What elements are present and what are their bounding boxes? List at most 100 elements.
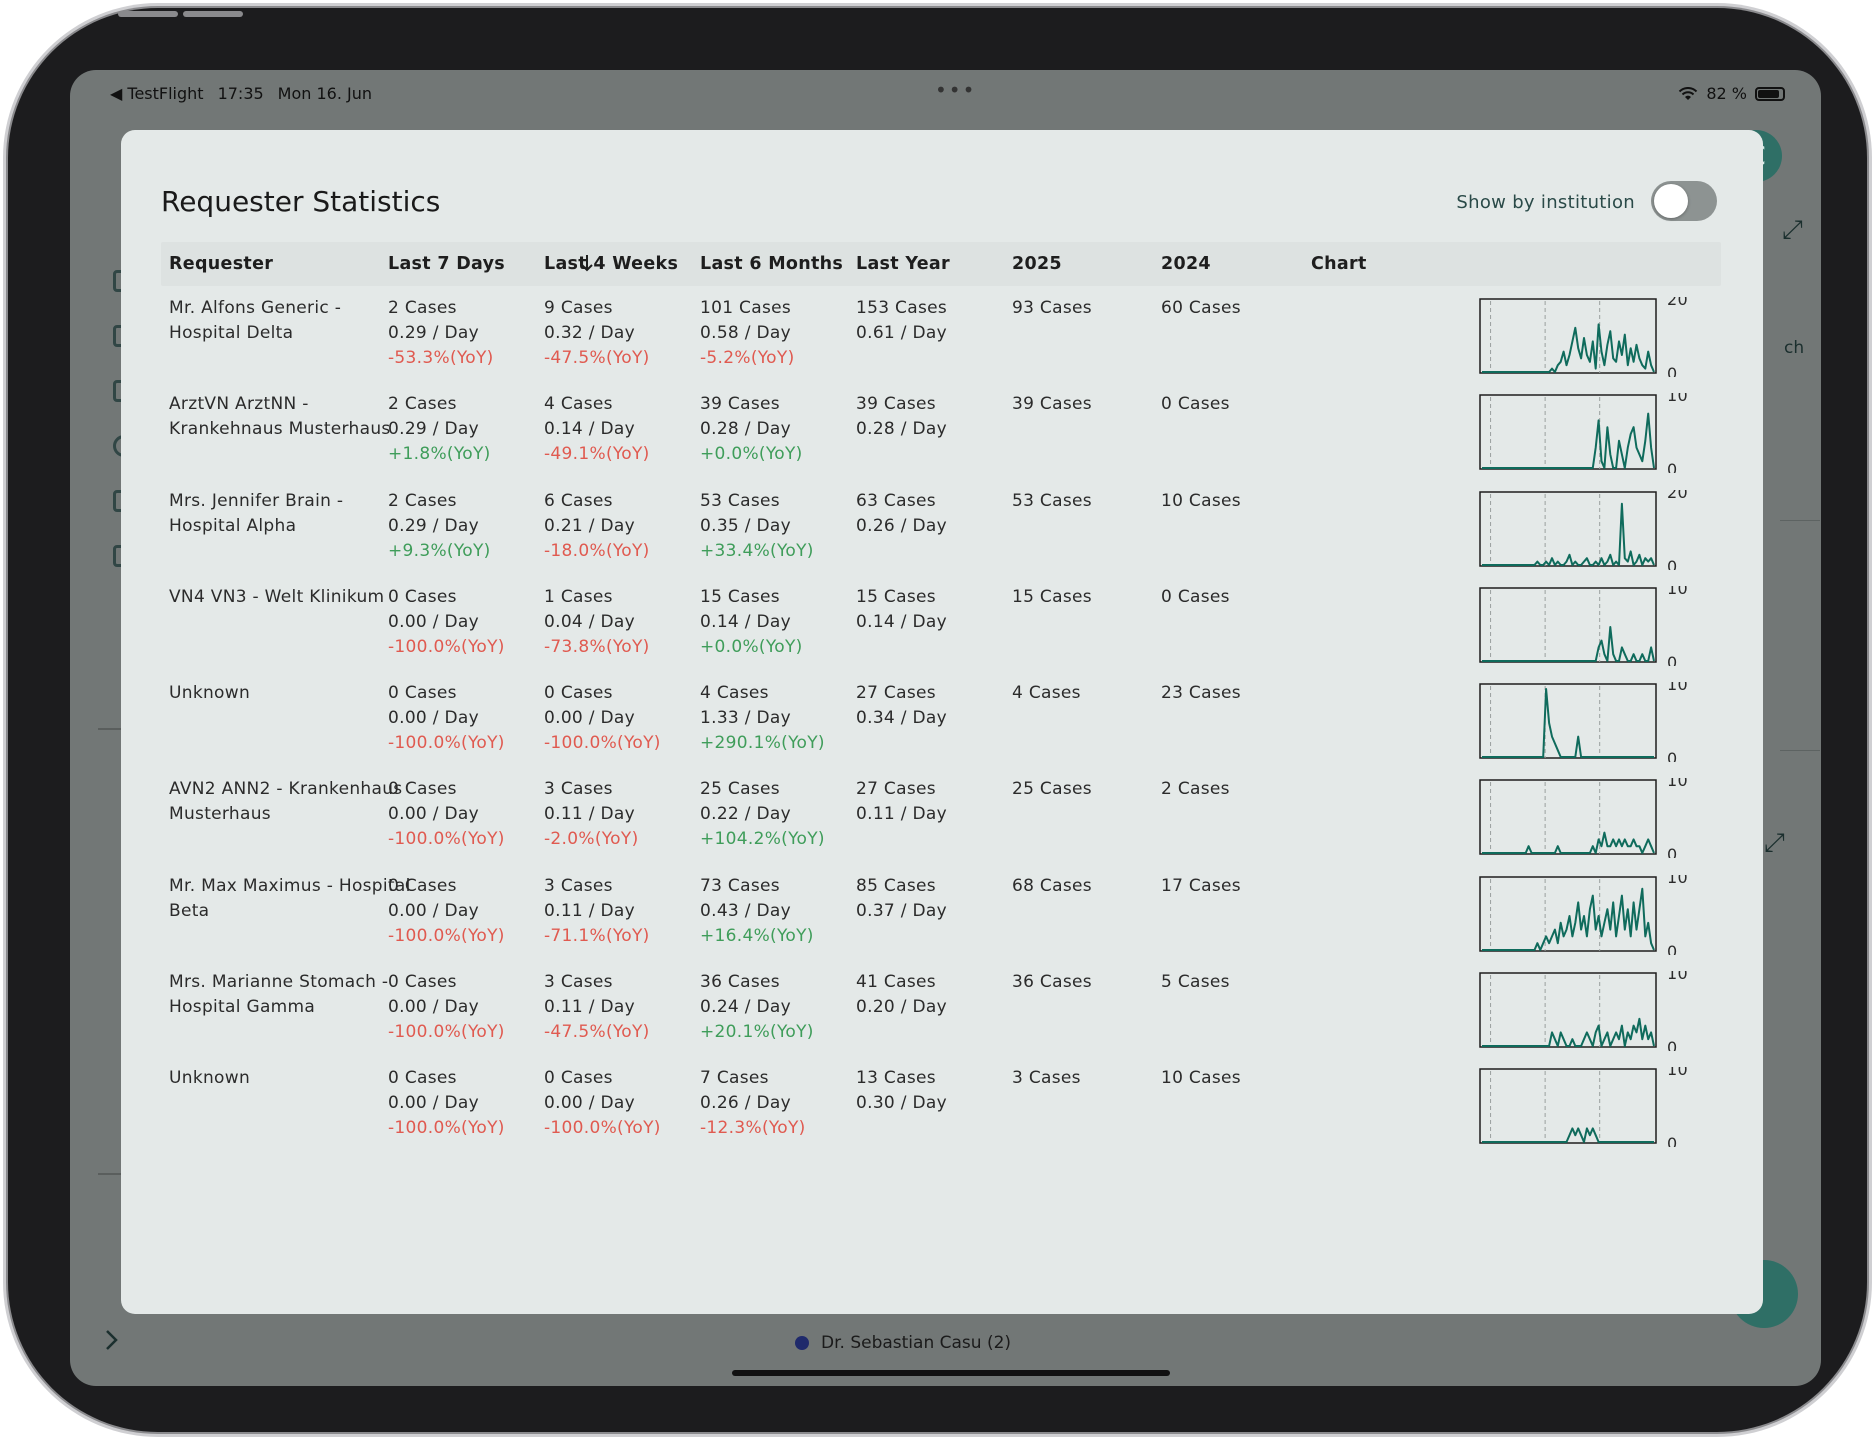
year-cell: 15 Cases 0.14 / Day	[856, 585, 947, 635]
status-time: 17:35	[217, 84, 264, 103]
case-count: 153 Cases	[856, 298, 948, 318]
year-2025-cell: 53 Cases	[1012, 490, 1092, 511]
d7-cell: 0 Cases 0.00 / Day -100.0%(YoY)	[388, 1066, 505, 1141]
trend-sparkline: 10 0	[1479, 875, 1688, 955]
trend-line	[1482, 1127, 1654, 1144]
table-row[interactable]: Mr. Max Maximus - Hospital Beta 0 Cases 0.0…	[161, 864, 1721, 960]
requester-cell: Mr. Max Maximus - Hospital Beta	[169, 874, 411, 924]
yoy-change: +290.1%(YoY)	[700, 733, 825, 754]
table-row[interactable]: Unknown 0 Cases 0.00 / Day -100.0%(YoY) 0 Ca…	[161, 1056, 1721, 1152]
status-bar: ◀ TestFlight 17:35 Mon 16. Jun ••• 82 %	[70, 70, 1821, 118]
year-cell: 39 Cases 0.28 / Day	[856, 392, 947, 442]
daily-rate: 0.30 / Day	[856, 1093, 947, 1114]
trend-sparkline: 10 0	[1479, 1067, 1688, 1147]
trend-sparkline: 20 0	[1479, 297, 1688, 377]
yoy-change: -12.3%(YoY)	[700, 1118, 806, 1139]
trend-sparkline: 10 0	[1479, 682, 1688, 762]
table-row[interactable]: Mrs. Jennifer Brain - Hospital Alpha 2 Cas…	[161, 479, 1721, 575]
nav-divider	[98, 1173, 134, 1175]
column-header-requester[interactable]: Requester	[169, 254, 274, 274]
d7-cell: 0 Cases 0.00 / Day -100.0%(YoY)	[388, 970, 505, 1045]
year-2024-cell: 0 Cases	[1161, 586, 1230, 607]
yoy-change: -53.3%(YoY)	[388, 348, 494, 368]
chart-max-label: 10	[1667, 1067, 1688, 1079]
chart-max-label: 10	[1667, 682, 1688, 694]
case-count: 25 Cases	[700, 779, 780, 800]
chart-max-label: 10	[1667, 971, 1688, 983]
year-2025-cell: 15 Cases	[1012, 586, 1092, 607]
column-header-2025[interactable]: 2025	[1012, 254, 1062, 274]
case-count: 36 Cases	[700, 972, 780, 993]
back-to-app-link[interactable]: ◀ TestFlight	[110, 84, 204, 103]
case-count: 0 Cases	[388, 586, 457, 607]
column-header-2024[interactable]: 2024	[1161, 254, 1211, 274]
table-row[interactable]: Mrs. Marianne Stomach - Hospital Gamma 0 C…	[161, 960, 1721, 1056]
year-2025-cell: 4 Cases	[1012, 683, 1081, 704]
case-count: 3 Cases	[544, 779, 613, 800]
chevron-right-icon	[106, 1330, 118, 1350]
home-indicator[interactable]	[732, 1370, 1170, 1376]
multitasking-dots-icon[interactable]: •••	[935, 78, 977, 102]
case-count: 0 Cases	[388, 972, 457, 993]
d7-cell: 2 Cases 0.29 / Day +1.8%(YoY)	[388, 392, 491, 467]
show-by-institution-toggle[interactable]	[1651, 181, 1717, 221]
daily-rate: 0.11 / Day	[856, 804, 947, 825]
case-count: 7 Cases	[700, 1068, 769, 1089]
case-count: 0 Cases	[388, 683, 457, 704]
daily-rate: 0.35 / Day	[700, 515, 791, 536]
case-count: 0 Cases	[388, 779, 457, 800]
requester-cell: Mrs. Marianne Stomach - Hospital Gamma	[169, 970, 388, 1020]
legend-dot	[795, 1336, 809, 1350]
volume-button	[118, 11, 178, 17]
yoy-change: -100.0%(YoY)	[388, 636, 505, 657]
m6-cell: 53 Cases 0.35 / Day +33.4%(YoY)	[700, 489, 814, 564]
case-count: 53 Cases	[700, 490, 780, 511]
column-header-last-4-weeks[interactable]: Last 4 Weeks	[544, 254, 679, 274]
daily-rate: 0.14 / Day	[700, 611, 791, 632]
case-count: 1 Cases	[544, 586, 613, 607]
requester-name-line: ArztVN ArztNN -	[169, 394, 309, 415]
chart-max-label: 20	[1667, 297, 1688, 309]
yoy-change: -100.0%(YoY)	[388, 1118, 505, 1139]
column-header-last-7-days[interactable]: Last 7 Days	[388, 254, 506, 274]
m6-cell: 15 Cases 0.14 / Day +0.0%(YoY)	[700, 585, 803, 660]
table-row[interactable]: Mr. Alfons Generic - Hospital Delta 2 Case…	[161, 286, 1721, 382]
m6-cell: 25 Cases 0.22 / Day +104.2%(YoY)	[700, 777, 825, 852]
yoy-change: -100.0%(YoY)	[544, 1118, 661, 1139]
table-row[interactable]: ArztVN ArztNN - Krankehnaus Musterhaus 2 C…	[161, 382, 1721, 478]
status-date: Mon 16. Jun	[277, 84, 373, 103]
yoy-change: -100.0%(YoY)	[544, 733, 661, 754]
table-row[interactable]: AVN2 ANN2 - Krankenhaus Musterhaus 0 Cases…	[161, 767, 1721, 863]
requester-name-line: Mrs. Marianne Stomach -	[169, 972, 389, 993]
column-header-last-6-months[interactable]: Last 6 Months	[700, 254, 844, 274]
d7-cell: 0 Cases 0.00 / Day -100.0%(YoY)	[388, 874, 505, 949]
requester-cell: Mr. Alfons Generic - Hospital Delta	[169, 296, 341, 346]
case-count: 2 Cases	[388, 394, 457, 415]
trend-line	[1482, 323, 1655, 373]
chart-min-label: 0	[1667, 364, 1677, 377]
table-row[interactable]: VN4 VN3 - Welt Klinikum 0 Cases 0.00 / Day…	[161, 575, 1721, 671]
chart-max-label: 10	[1667, 875, 1688, 887]
column-header-last-year[interactable]: Last Year	[856, 254, 950, 274]
legend-label: Dr. Sebastian Casu (2)	[821, 1333, 1012, 1353]
yoy-change: -100.0%(YoY)	[388, 829, 505, 850]
daily-rate: 0.24 / Day	[700, 997, 791, 1018]
requester-name-line: Unknown	[169, 1068, 251, 1089]
daily-rate: 0.20 / Day	[856, 997, 947, 1018]
requester-cell: Unknown	[169, 681, 250, 706]
yoy-change: -100.0%(YoY)	[388, 1022, 505, 1043]
m6-cell: 73 Cases 0.43 / Day +16.4%(YoY)	[700, 874, 814, 949]
background-partial-text: ch	[1784, 338, 1805, 358]
sort-descending-icon[interactable]	[579, 252, 595, 274]
modal-title: Requester Statistics	[161, 185, 441, 218]
trend-sparkline: 20 0	[1479, 490, 1688, 570]
year-cell: 63 Cases 0.26 / Day	[856, 489, 947, 539]
table-header: Requester Last 7 Days Last 4 Weeks Last …	[161, 242, 1721, 286]
chart-min-label: 0	[1667, 1038, 1677, 1051]
year-2025-cell: 39 Cases	[1012, 394, 1092, 415]
case-count: 27 Cases	[856, 779, 936, 800]
table-row[interactable]: Unknown 0 Cases 0.00 / Day -100.0%(YoY) 0 Ca…	[161, 671, 1721, 767]
case-count: 13 Cases	[856, 1068, 936, 1089]
requester-name-line: Krankehnaus Musterhaus	[169, 419, 391, 440]
daily-rate: 0.43 / Day	[700, 900, 791, 921]
